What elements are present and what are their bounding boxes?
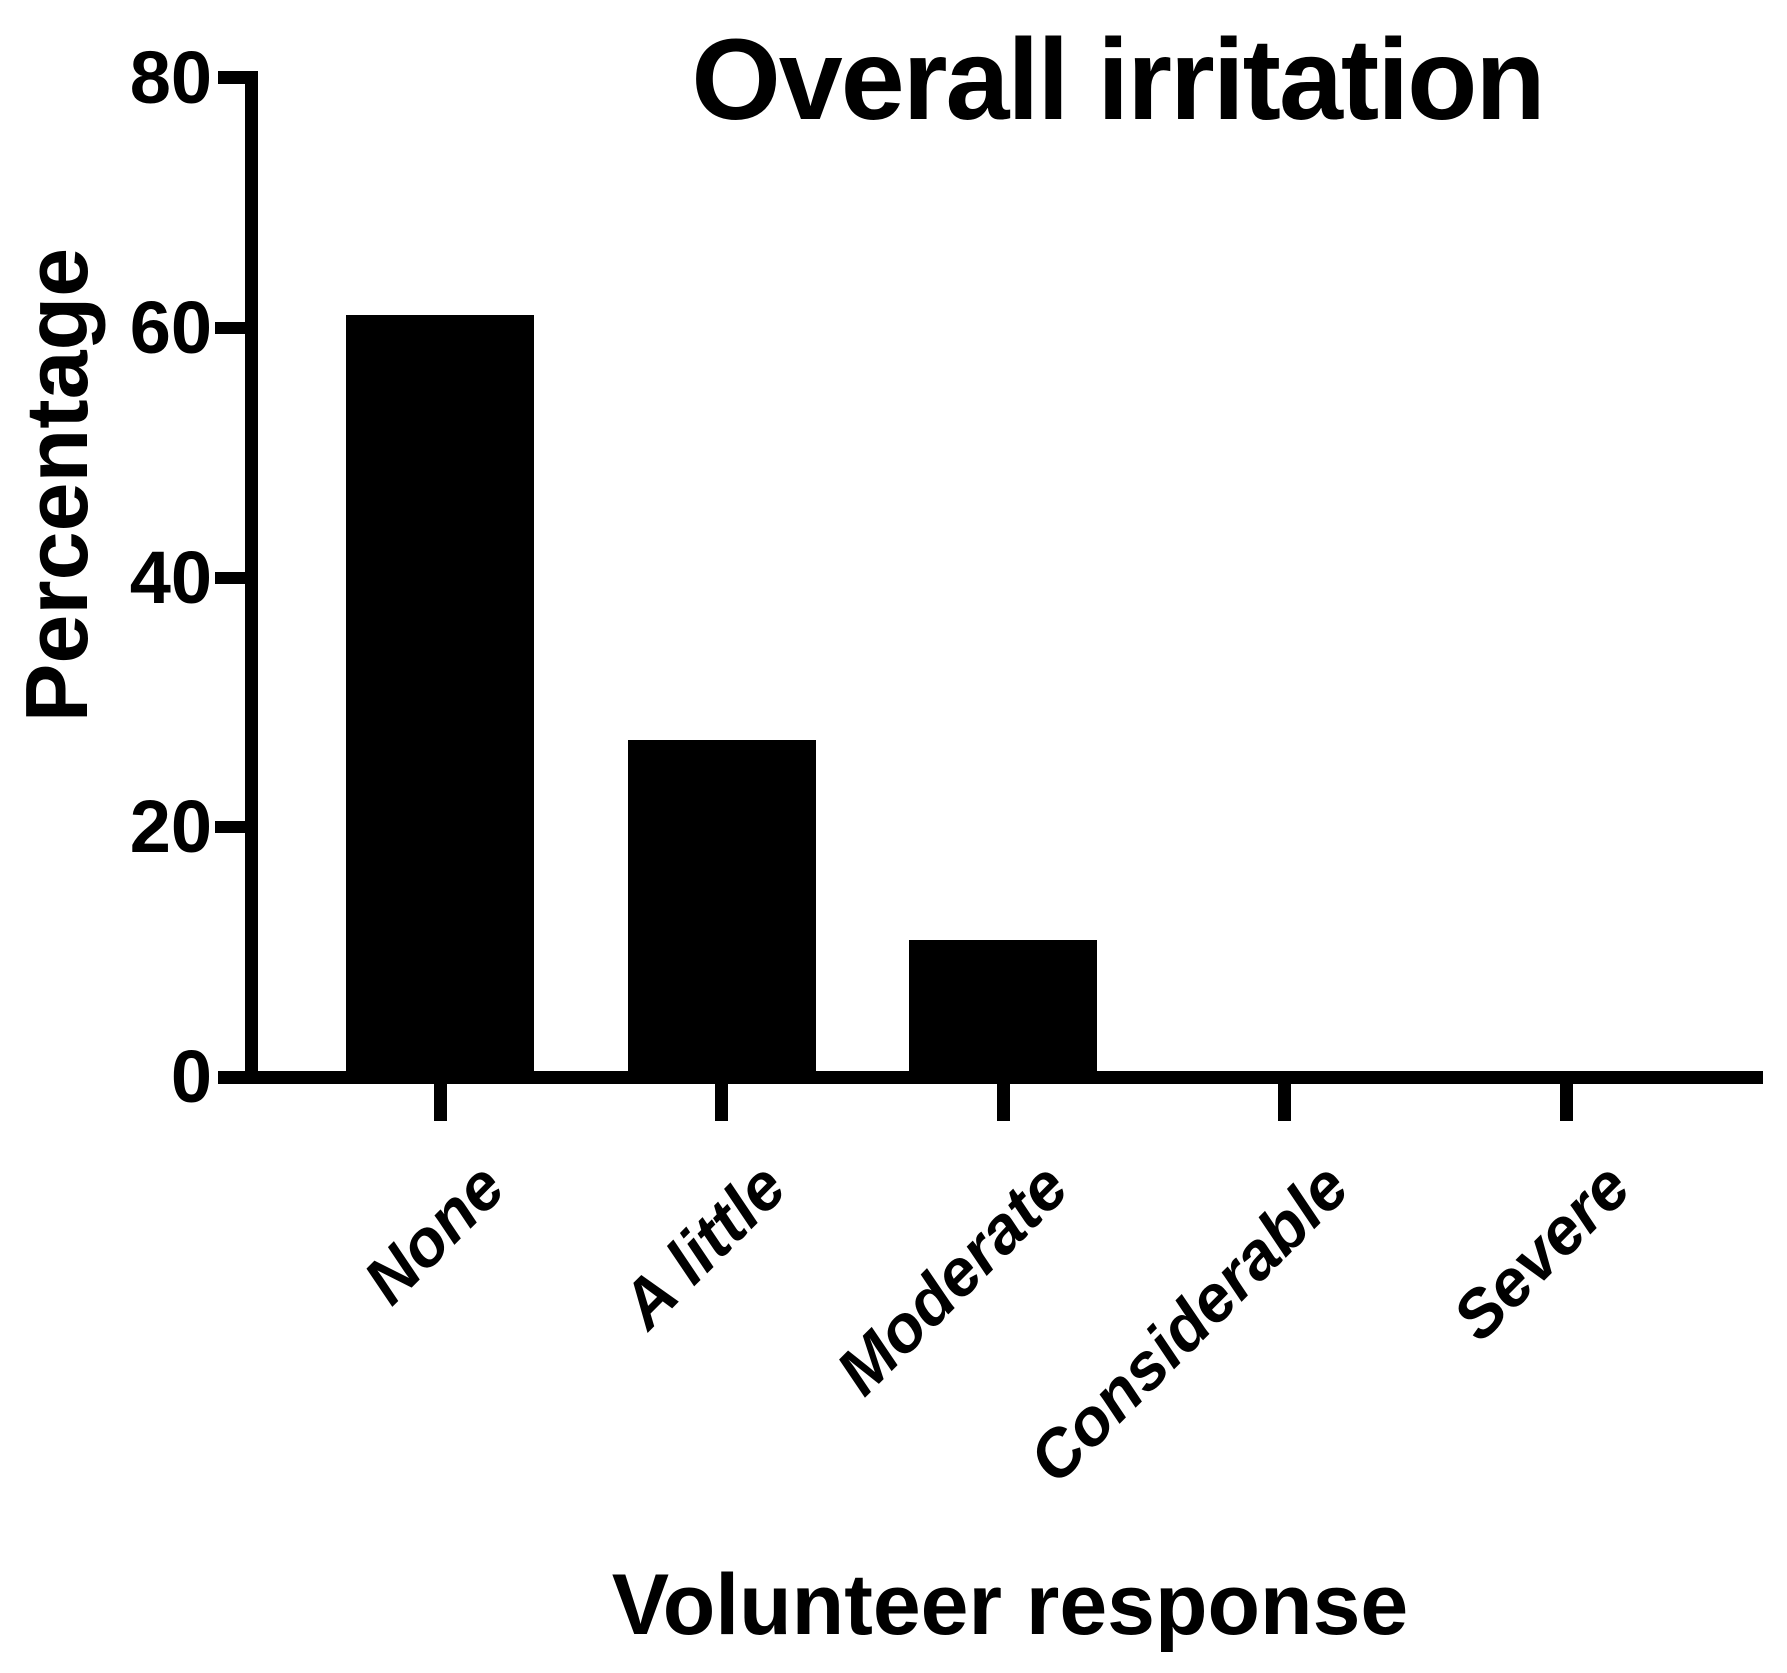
y-tick-mark: [215, 321, 248, 334]
x-axis-title: Volunteer response: [611, 1557, 1409, 1653]
x-tick-mark: [1278, 1084, 1291, 1121]
y-tick-label: 40: [129, 535, 212, 619]
y-axis-top-cap-tick: [218, 71, 258, 84]
x-tick-mark: [996, 1084, 1010, 1121]
y-tick-label: 60: [129, 285, 212, 369]
chart-title: Overall irritation: [691, 16, 1545, 144]
y-axis-line: [245, 71, 258, 1084]
x-tick-label: A little: [606, 1148, 800, 1342]
y-tick-mark: [215, 821, 248, 834]
bar-a-little: [627, 739, 816, 1071]
x-tick-label: Severe: [1438, 1148, 1645, 1355]
x-tick-mark: [1559, 1084, 1573, 1121]
x-tick-mark: [715, 1084, 728, 1121]
x-tick-label: Moderate: [821, 1148, 1082, 1409]
y-tick-label: 80: [129, 36, 212, 119]
bar-none: [346, 315, 534, 1071]
y-tick-mark: [215, 571, 248, 584]
bar-moderate: [909, 939, 1097, 1071]
y-tick-label: 0: [170, 1035, 212, 1118]
y-tick-label: 20: [129, 785, 212, 869]
x-axis-line: [218, 1071, 1763, 1084]
x-tick-mark: [433, 1084, 447, 1121]
x-tick-label: None: [349, 1148, 519, 1318]
